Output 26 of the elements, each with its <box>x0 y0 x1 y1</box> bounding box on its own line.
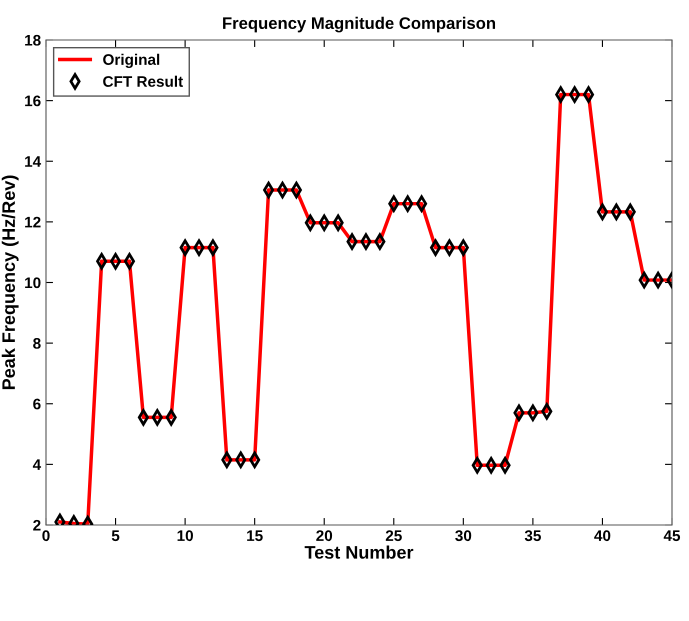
x-tick-label: 5 <box>112 530 120 542</box>
y-tick-label: 10 <box>25 277 41 288</box>
legend-label: Original <box>103 54 160 68</box>
x-tick-label: 40 <box>594 530 610 542</box>
x-tick-label: 35 <box>524 530 541 542</box>
point <box>430 239 442 256</box>
y-tick-label: 14 <box>25 156 42 167</box>
x-tick-label: 25 <box>386 530 402 542</box>
point <box>276 182 288 198</box>
legend-label: CFT Result <box>103 76 183 87</box>
y-tick-label: 12 <box>25 216 41 228</box>
x-tick-label: 45 <box>664 530 680 542</box>
y-tick-label: 18 <box>25 34 41 46</box>
y-axis-title: Peak Frequency (Hz/Rev) <box>2 176 19 390</box>
x-tick-label: 15 <box>247 530 263 542</box>
chart-title: Frequency Magnitude Comparison <box>223 16 496 32</box>
y-tick-label: 4 <box>32 459 42 470</box>
x-tick-label: 20 <box>316 530 332 542</box>
y-tick-label: 2 <box>33 520 41 531</box>
y-tick-label: 16 <box>25 95 41 106</box>
y-tick-label: 6 <box>33 398 41 410</box>
x-axis-title: Test Number <box>304 545 414 559</box>
x-tick-label: 10 <box>178 530 193 542</box>
x-tick-label: 30 <box>455 530 472 542</box>
x-tick-label: 0 <box>42 530 50 542</box>
y-tick-label: 8 <box>33 338 41 349</box>
